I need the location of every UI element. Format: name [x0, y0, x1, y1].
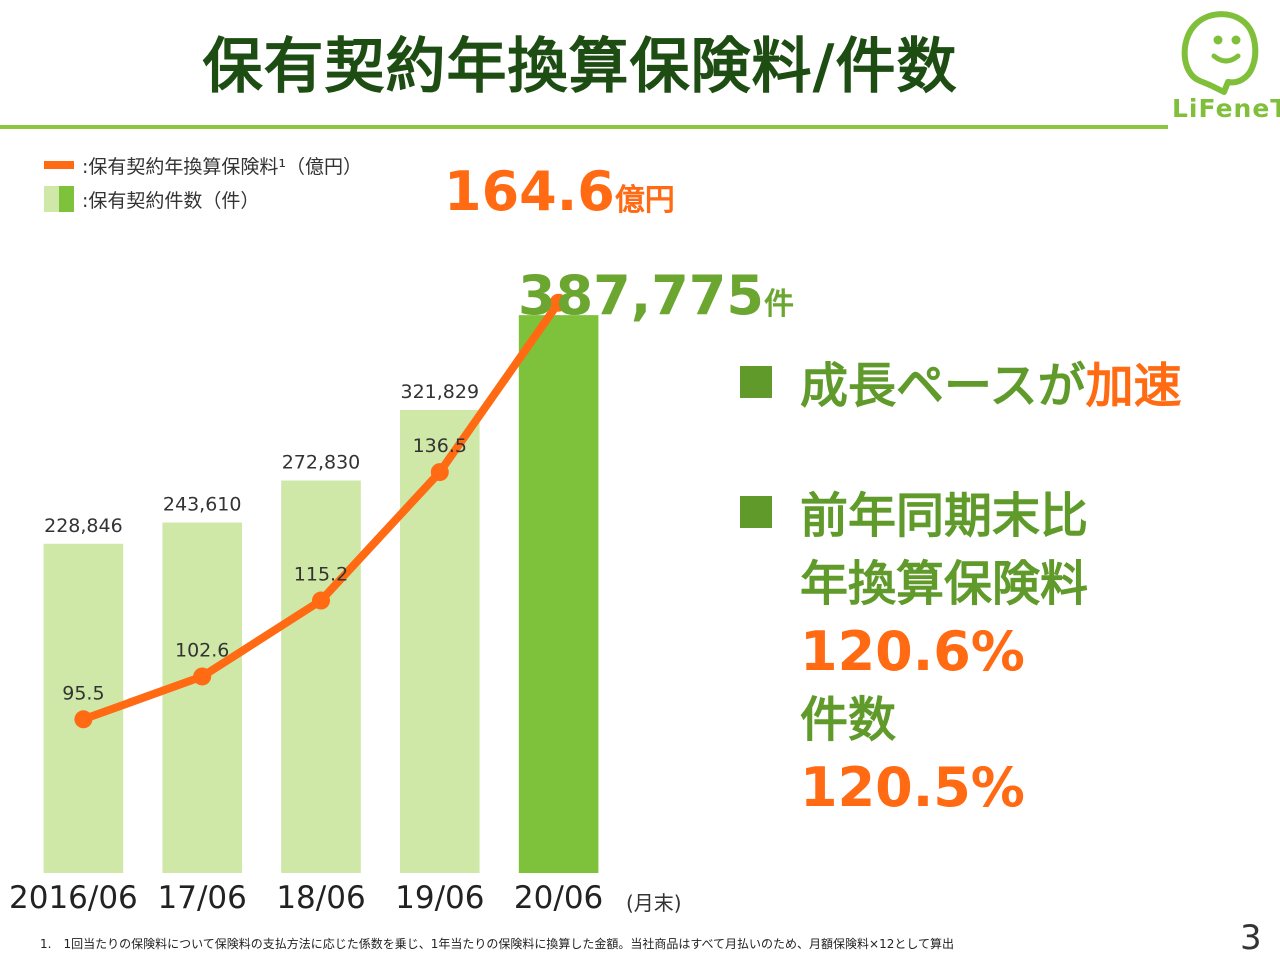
key-point-yoy: 前年同期末比 年換算保険料 120.6% 件数 120.5% [740, 482, 1182, 822]
yoy-premium-value: 120.6% [800, 620, 1025, 683]
logo-wordmark: LiFeneT [1172, 94, 1280, 123]
key-point-growth-emphasis: 加速 [1085, 358, 1182, 414]
line-point-1 [193, 667, 212, 686]
highlight-premium: 164.6億円 [444, 160, 675, 223]
line-point-4 [549, 293, 568, 312]
highlight-premium-value: 164.6 [444, 160, 615, 223]
highlight-count-unit: 件 [764, 287, 794, 322]
x-tick-2: 18/06 [276, 880, 365, 916]
page-number: 3 [1240, 918, 1262, 958]
yoy-count-value: 120.5% [800, 756, 1025, 819]
x-unit-label: (月末) [626, 891, 682, 915]
line-label-3: 136.5 [413, 435, 467, 457]
bar-label-2: 272,830 [282, 451, 361, 473]
key-point-growth-text: 成長ペースが [800, 358, 1086, 414]
highlight-premium-unit: 億円 [615, 183, 675, 218]
title-divider [0, 125, 1168, 129]
footnote: 1. 1回当たりの保険料について保険料の支払方法に応じた係数を乗じ、1年当たりの… [40, 937, 955, 951]
line-point-3 [430, 463, 449, 482]
line-label-0: 95.5 [62, 682, 104, 704]
legend-line-swatch [44, 161, 74, 169]
legend-item-premium: :保有契約年換算保険料¹（億円） [44, 148, 362, 182]
line-point-2 [312, 591, 330, 610]
yoy-count-label: 件数 [800, 692, 897, 748]
legend-premium-label: :保有契約年換算保険料¹（億円） [82, 155, 363, 178]
x-tick-0: 2016/06 [9, 880, 138, 916]
legend-bar-swatch [44, 186, 74, 212]
highlight-count: 387,775件 [518, 264, 794, 327]
line-label-2: 115.2 [294, 564, 348, 586]
line-point-0 [74, 710, 93, 729]
highlight-count-value: 387,775 [518, 264, 764, 327]
yoy-heading: 前年同期末比 [800, 488, 1089, 544]
bar-label-1: 243,610 [163, 494, 242, 516]
bar-label-0: 228,846 [44, 515, 123, 537]
bar-4 [518, 315, 599, 873]
bar-3 [400, 410, 480, 873]
bullet-square-icon [740, 496, 772, 528]
key-point-growth: 成長ペースが加速 [740, 352, 1182, 420]
x-tick-3: 19/06 [395, 880, 484, 916]
bar-1 [162, 522, 242, 873]
x-tick-4: 20/06 [514, 880, 603, 916]
bar-2 [281, 480, 361, 873]
bullet-square-icon [740, 366, 772, 398]
legend-count-label: :保有契約件数（件） [82, 189, 260, 212]
legend-item-count: :保有契約件数（件） [44, 182, 362, 216]
page-title: 保有契約年換算保険料/件数 [202, 32, 958, 102]
bar-label-3: 321,829 [401, 381, 480, 403]
x-tick-1: 17/06 [158, 880, 247, 916]
yoy-premium-label: 年換算保険料 [800, 556, 1089, 612]
lifenet-face-logo-icon [1181, 11, 1259, 95]
chart-legend: :保有契約年換算保険料¹（億円） :保有契約件数（件） [44, 148, 362, 216]
key-points: 成長ペースが加速 前年同期末比 年換算保険料 120.6% 件数 120.5% [740, 352, 1182, 822]
line-label-1: 102.6 [175, 639, 229, 661]
